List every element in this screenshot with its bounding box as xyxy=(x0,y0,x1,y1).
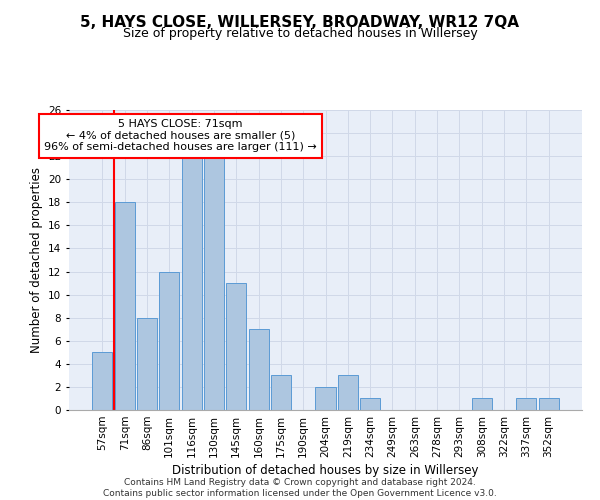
Bar xyxy=(271,376,291,410)
Bar xyxy=(204,156,224,410)
Bar xyxy=(539,398,559,410)
Bar xyxy=(115,202,135,410)
Bar xyxy=(92,352,112,410)
Text: 5, HAYS CLOSE, WILLERSEY, BROADWAY, WR12 7QA: 5, HAYS CLOSE, WILLERSEY, BROADWAY, WR12… xyxy=(80,15,520,30)
Bar xyxy=(316,387,335,410)
Y-axis label: Number of detached properties: Number of detached properties xyxy=(29,167,43,353)
Bar xyxy=(516,398,536,410)
Text: Size of property relative to detached houses in Willersey: Size of property relative to detached ho… xyxy=(122,28,478,40)
Text: 5 HAYS CLOSE: 71sqm
← 4% of detached houses are smaller (5)
96% of semi-detached: 5 HAYS CLOSE: 71sqm ← 4% of detached hou… xyxy=(44,119,317,152)
Bar xyxy=(338,376,358,410)
Bar xyxy=(226,283,246,410)
Bar xyxy=(360,398,380,410)
Bar xyxy=(159,272,179,410)
Bar xyxy=(182,156,202,410)
Bar xyxy=(248,329,269,410)
Bar xyxy=(137,318,157,410)
Bar xyxy=(472,398,492,410)
Text: Contains HM Land Registry data © Crown copyright and database right 2024.
Contai: Contains HM Land Registry data © Crown c… xyxy=(103,478,497,498)
X-axis label: Distribution of detached houses by size in Willersey: Distribution of detached houses by size … xyxy=(172,464,479,477)
